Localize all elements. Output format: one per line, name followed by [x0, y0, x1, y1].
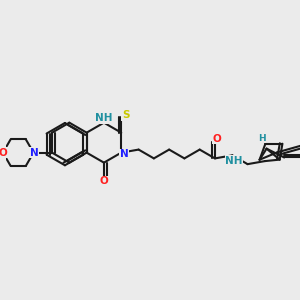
Text: H: H [258, 134, 266, 143]
Text: O: O [100, 176, 108, 186]
Text: O: O [212, 134, 221, 144]
Text: NH: NH [225, 156, 242, 166]
Text: S: S [122, 110, 129, 120]
Text: O: O [0, 148, 7, 158]
Text: NH: NH [95, 113, 113, 123]
Text: N: N [120, 149, 128, 159]
Text: N: N [30, 148, 38, 158]
